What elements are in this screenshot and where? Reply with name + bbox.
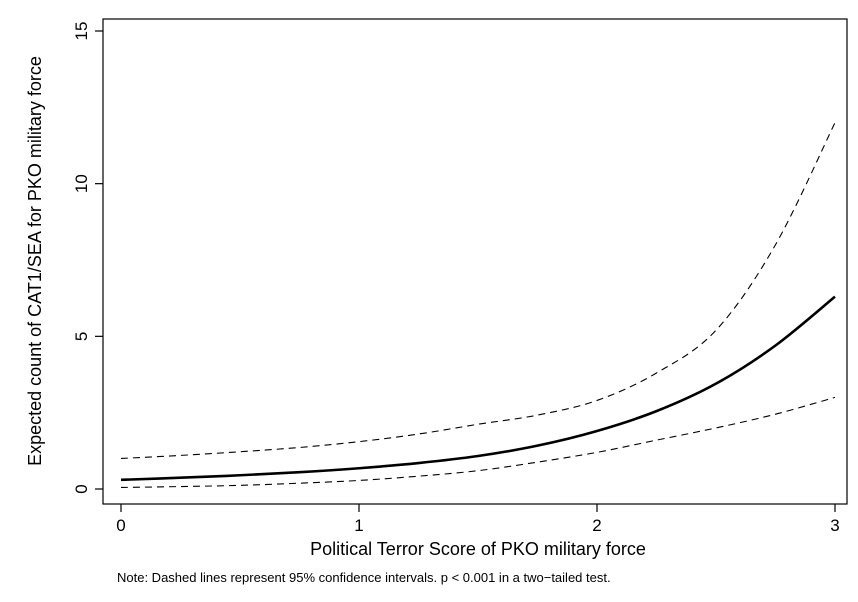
- y-axis: 0 5 10 15: [72, 22, 103, 494]
- x-axis-title: Political Terror Score of PKO military f…: [310, 539, 646, 559]
- y-axis-title: Expected count of CAT1/SEA for PKO milit…: [25, 56, 45, 466]
- series-layer: [120, 122, 836, 489]
- y-tick-label: 0: [72, 484, 91, 493]
- x-tick-label: 1: [354, 516, 363, 535]
- chart-note: Note: Dashed lines represent 95% confide…: [117, 570, 611, 585]
- x-tick-label: 0: [116, 516, 125, 535]
- y-tick-label: 15: [72, 22, 91, 41]
- upper-ci-line: [120, 122, 836, 460]
- y-tick-label: 5: [72, 332, 91, 341]
- x-axis: 0 1 2 3: [116, 504, 840, 535]
- y-tick-label: 10: [72, 174, 91, 193]
- plot-frame: [102, 18, 848, 505]
- x-tick-label: 2: [592, 516, 601, 535]
- lower-ci-line: [120, 396, 836, 489]
- x-tick-label: 3: [830, 516, 839, 535]
- expected-count-line: [120, 295, 836, 482]
